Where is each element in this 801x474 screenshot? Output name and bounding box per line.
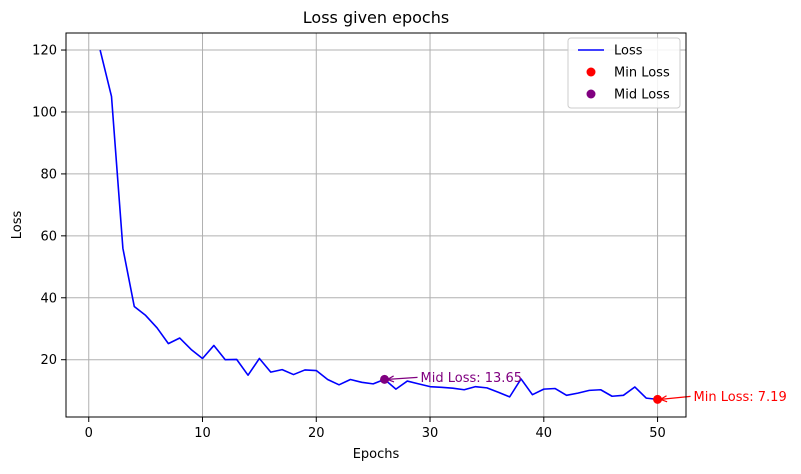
series-layer	[99, 49, 658, 401]
x-axis-label: Epochs	[353, 447, 400, 462]
min-loss-point	[653, 394, 663, 404]
axis-ticks: 0 10 20 30 40 50 20 40 60 80 100 120	[32, 44, 666, 441]
x-tick-label: 50	[649, 426, 666, 441]
x-tick-label: 0	[85, 426, 93, 441]
x-tick-label: 10	[194, 426, 211, 441]
legend: Loss Min Loss Mid Loss	[567, 37, 681, 109]
mid-loss-annotation: Mid Loss: 13.65	[421, 371, 522, 386]
y-tick-label: 120	[32, 44, 57, 59]
x-tick-label: 30	[422, 426, 439, 441]
legend-swatch-dot	[586, 67, 596, 77]
y-tick-label: 60	[40, 229, 57, 244]
y-axis-label: Loss	[10, 211, 25, 240]
legend-box	[567, 37, 681, 109]
legend-label: Loss	[614, 44, 643, 59]
legend-label: Min Loss	[614, 66, 670, 81]
series-line-loss	[99, 49, 658, 401]
min-loss-annotation: Min Loss: 7.19	[694, 390, 787, 405]
annotation-layer: Min Loss: 7.19 Mid Loss: 13.65	[380, 371, 787, 405]
legend-swatch-dot	[586, 89, 596, 99]
annotation-arrow	[387, 376, 418, 380]
x-tick-label: 20	[308, 426, 325, 441]
plot-frame	[65, 32, 687, 418]
y-tick-label: 20	[40, 353, 57, 368]
mid-loss-point	[380, 374, 390, 384]
chart-title: Loss given epochs	[303, 8, 449, 27]
legend-label: Mid Loss	[614, 88, 670, 103]
x-tick-label: 40	[536, 426, 553, 441]
y-tick-label: 80	[40, 167, 57, 182]
y-tick-label: 40	[40, 291, 57, 306]
y-tick-label: 100	[32, 105, 57, 120]
